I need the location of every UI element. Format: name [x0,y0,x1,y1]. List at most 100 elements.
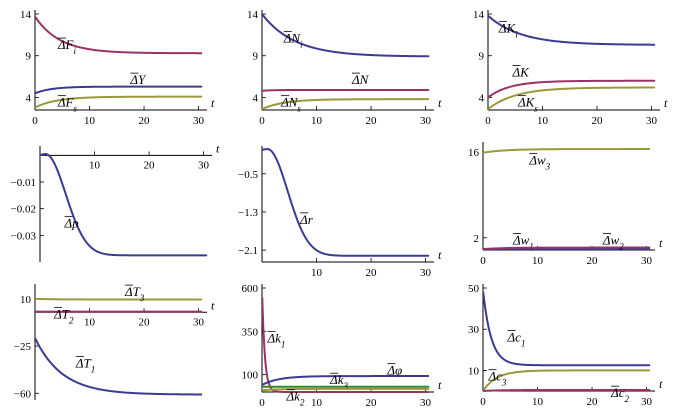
series-label: Δw1 [512,232,534,251]
series-line [262,13,430,58]
series-line [483,388,651,392]
y-tick-label: 14 [20,9,32,21]
series-label: Δk1 [266,331,285,350]
series-label: ΔKs [517,95,538,114]
y-tick-label: 10 [20,294,32,306]
x-tick-label: 30 [420,397,432,409]
x-tick-label: 20 [139,115,151,127]
x-tick-label: 30 [641,396,653,408]
series-line [35,85,203,95]
y-tick-label: 350 [242,326,259,338]
x-tick-label: 20 [587,396,599,408]
x-tick-label: 30 [193,316,205,328]
series-label: ΔT3 [124,284,145,303]
x-axis-label: t [659,377,663,391]
series-line [35,297,203,301]
chart-panel-4: t 10 20 30 −0.01 −0.02 −0.03 Δp [11,141,220,262]
series-label: Δk2 [286,389,305,408]
chart-panel-8: t 0 10 20 30 100 350 600 Δk1 Δφ Δk3 Δk2 [242,283,443,409]
x-axis-label: t [438,96,442,110]
x-tick-label: 10 [311,115,323,127]
x-tick-label: 10 [537,115,549,127]
series-line [483,369,651,392]
series-label: Δw2 [602,232,624,251]
series-line [262,88,430,92]
x-tick-label: 0 [480,396,486,408]
chart-panel-6: t 0 10 20 30 2 16 Δw3 Δw1 Δw2 [468,142,663,267]
series-line [40,153,208,257]
series-line [35,337,203,396]
series-label: ΔK [512,65,531,80]
series-label: Δc3 [487,369,506,388]
series-label: Δc2 [610,385,629,404]
y-tick-label: 4 [253,92,259,104]
series-line [262,296,430,393]
series-line [262,387,430,392]
x-axis-label: t [664,96,668,110]
x-tick-label: 20 [366,267,378,279]
series-label: Δp [64,215,80,230]
x-tick-label: 10 [532,396,544,408]
series-label: ΔFs [57,95,78,114]
y-tick-label: 50 [468,283,480,295]
x-tick-label: 10 [532,255,544,267]
series-line [488,86,656,110]
series-line [488,14,656,46]
x-tick-label: 10 [89,159,101,171]
x-tick-label: 30 [641,255,653,267]
series-label: ΔY [129,72,147,87]
x-axis-label: t [438,378,442,392]
y-tick-label: 9 [26,51,32,63]
series-line [262,98,430,111]
series-line [35,15,203,55]
y-tick-label: 14 [473,9,485,21]
y-tick-label: −0.01 [11,177,36,189]
chart-panel-5: t 10 20 30 −0.5 −1.3 −2.1 Δr [238,146,442,279]
chart-panel-3: t 0 10 20 30 4 9 14 ΔKi ΔK ΔKs [473,9,668,127]
y-tick-label: −1.3 [238,207,258,219]
y-tick-label: 10 [468,365,480,377]
x-axis-label: t [211,96,215,110]
x-tick-label: 30 [420,267,432,279]
x-tick-label: 0 [259,397,265,409]
y-tick-label: −60 [14,388,32,400]
y-tick-label: −0.5 [238,169,258,181]
x-tick-label: 30 [420,115,432,127]
y-tick-label: 14 [247,9,259,21]
series-label: ΔFi [57,37,77,56]
x-tick-label: 0 [32,115,38,127]
y-tick-label: −0.02 [11,204,36,216]
x-tick-label: 20 [139,316,151,328]
series-label: ΔKi [498,20,518,39]
y-tick-label: −0.03 [11,230,37,242]
x-tick-label: 10 [311,397,323,409]
series-label: Δc1 [507,330,526,349]
y-tick-label: 2 [474,233,480,245]
chart-panel-1: t 0 10 20 30 4 9 14 ΔFi ΔY ΔFs [20,9,215,127]
series-label: ΔNi [283,30,303,49]
x-tick-label: 0 [485,115,491,127]
y-tick-label: 4 [479,92,485,104]
series-line [488,79,656,99]
x-tick-label: 20 [587,255,599,267]
series-line [35,95,203,109]
x-axis-label: t [216,141,220,155]
y-tick-label: −25 [14,341,32,353]
series-line [483,291,651,367]
x-axis-label: t [659,236,663,250]
y-tick-label: 600 [242,283,259,295]
series-label: Δk3 [329,372,348,391]
series-line [483,148,651,154]
y-tick-label: 30 [468,324,480,336]
x-axis-label: t [438,248,442,262]
series-line [483,246,651,251]
series-label: ΔT2 [53,306,74,325]
y-tick-label: 9 [253,51,259,63]
x-tick-label: 20 [592,115,604,127]
series-line [262,375,430,386]
chart-panel-2: t 0 10 20 30 4 9 14 ΔNi ΔN ΔNs [247,9,442,127]
y-tick-label: 9 [479,51,485,63]
series-label: Δr [299,212,314,227]
x-tick-label: 20 [144,159,156,171]
